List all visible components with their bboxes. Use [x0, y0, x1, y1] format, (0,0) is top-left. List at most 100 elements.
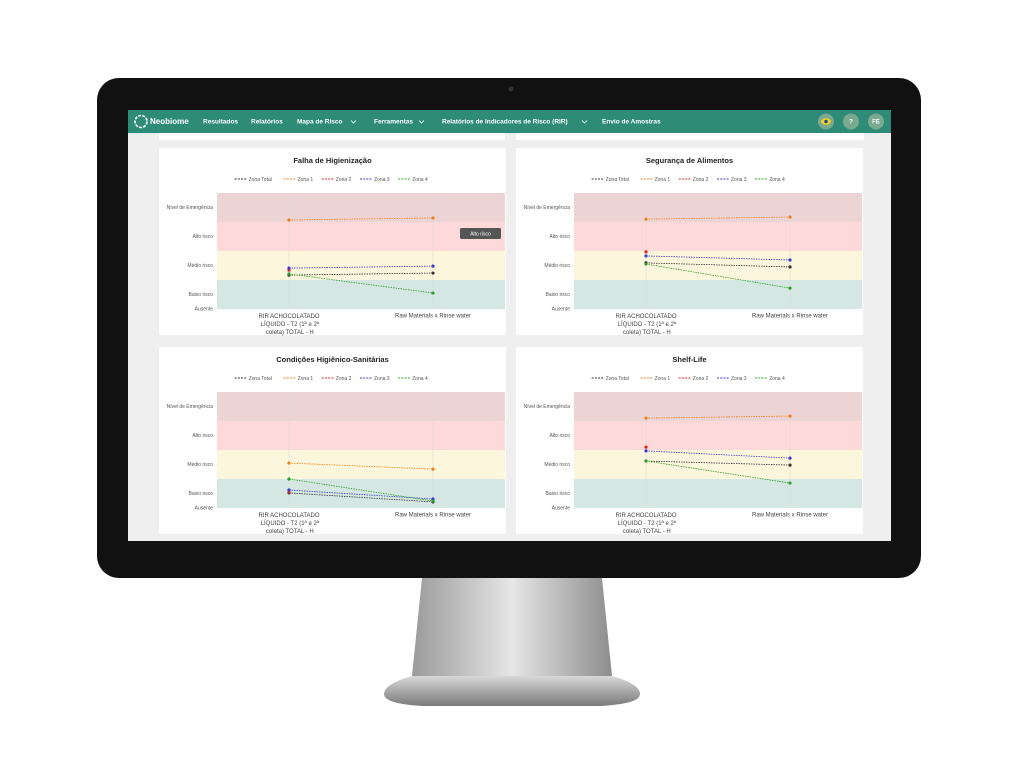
y-tick-label: Alto risco: [549, 234, 570, 240]
risk-band: [217, 193, 505, 222]
chevron: [350, 120, 357, 124]
nav-item[interactable]: Relatórios: [251, 119, 283, 126]
x-tick-label: RIR ACHOCOLATADO LÍQUIDO - T2 (1ª e 2ª c…: [258, 513, 319, 535]
x-tick-label: Raw Materials x Rinse water: [752, 314, 828, 320]
legend-label: Zona 2: [336, 177, 352, 183]
y-tick-label: Alto risco: [192, 234, 213, 240]
tooltip: [460, 228, 501, 239]
series-line: [645, 262, 791, 268]
chevron: [581, 120, 588, 124]
legend-label: Zona 3: [374, 177, 390, 183]
series-line: [645, 450, 791, 459]
nav-item[interactable]: Relatórios de Indicadores de Risco (RIR): [442, 119, 568, 126]
data-point: [431, 291, 435, 295]
nav-item[interactable]: Mapa de Risco: [297, 119, 343, 126]
card-remnant: [516, 133, 864, 140]
y-tick-label: Médio risco: [187, 462, 213, 468]
chart-card: Segurança de Alimentos Zona Total Zona 1 Zo…: [516, 148, 863, 336]
chart-title: Condições Higiênico-Sanitárias: [276, 355, 389, 364]
legend-label: Zona 3: [731, 177, 747, 183]
data-point: [788, 215, 792, 219]
legend-label: Zona 4: [769, 177, 785, 183]
data-point: [644, 217, 648, 221]
camera: [508, 86, 514, 92]
data-point: [287, 488, 291, 492]
y-tick-label: Ausente: [195, 306, 214, 312]
risk-band: [217, 479, 505, 508]
nav-item[interactable]: Ferramentas: [374, 119, 413, 126]
series-line: [645, 263, 791, 289]
x-tick-label: Raw Materials x Rinse water: [395, 314, 471, 320]
y-tick-label: Baixo risco: [189, 292, 214, 298]
risk-band: [574, 251, 862, 280]
legend-label: Zona Total: [249, 376, 272, 382]
risk-band: [574, 222, 862, 251]
x-tick-label: RIR ACHOCOLATADO LÍQUIDO - T2 (1ª e 2ª c…: [615, 314, 676, 336]
y-tick-label: Médio risco: [187, 263, 213, 269]
nav-item[interactable]: Envio de Amostras: [602, 119, 661, 126]
legend-label: Zona 1: [298, 177, 314, 183]
user-initials[interactable]: FE: [872, 120, 880, 126]
screen: Neobiome Resultados Relatórios Mapa de R…: [128, 110, 891, 541]
series-line: [288, 273, 434, 294]
series-line: [288, 492, 434, 503]
legend-label: Zona Total: [606, 376, 629, 382]
data-point: [431, 264, 435, 268]
risk-band: [574, 450, 862, 479]
risk-band: [217, 450, 505, 479]
legend-label: Zona 1: [298, 376, 314, 382]
help-button[interactable]: [843, 113, 859, 130]
risk-band: [574, 479, 862, 508]
legend-label: Zona 4: [412, 376, 428, 382]
monitor-stand: [412, 578, 612, 676]
series-line: [645, 216, 791, 220]
data-point: [644, 459, 648, 463]
risk-band: [217, 251, 505, 280]
x-tick-label: RIR ACHOCOLATADO LÍQUIDO - T2 (1ª e 2ª c…: [258, 314, 319, 336]
help-label[interactable]: ?: [849, 119, 853, 126]
tooltip-label: Alto risco: [470, 231, 491, 237]
data-point: [644, 250, 648, 254]
legend-label: Zona Total: [249, 177, 272, 183]
data-point: [788, 414, 792, 418]
y-tick-label: Nível de Emergência: [524, 205, 571, 211]
risk-band: [217, 421, 505, 450]
chart-card: Condições Higiênico-Sanitárias Zona Total…: [159, 347, 506, 535]
brand[interactable]: Neobiome: [150, 117, 189, 126]
data-point: [287, 218, 291, 222]
y-tick-label: Baixo risco: [546, 491, 571, 497]
risk-band: [217, 222, 505, 251]
data-point: [287, 477, 291, 481]
series-line: [288, 478, 434, 502]
chart-title: Falha de Higienização: [293, 156, 372, 165]
chart-title: Segurança de Alimentos: [646, 156, 733, 165]
brand-logo: [134, 114, 148, 129]
chart-grid: Falha de Higienização Zona Total Zona 1 Zon…: [159, 148, 863, 535]
data-point: [788, 456, 792, 460]
user-button[interactable]: [868, 113, 884, 130]
data-point: [287, 266, 291, 270]
series-line: [645, 460, 791, 484]
y-tick-label: Baixo risco: [189, 491, 214, 497]
nav-item[interactable]: Resultados: [203, 119, 238, 126]
data-point: [431, 271, 435, 275]
risk-band: [574, 421, 862, 450]
y-tick-label: Nível de Emergência: [167, 205, 214, 211]
series-line: [288, 265, 434, 269]
data-point: [644, 449, 648, 453]
chart-card: Falha de Higienização Zona Total Zona 1 Zon…: [159, 148, 506, 336]
x-tick-label: Raw Materials x Rinse water: [752, 513, 828, 519]
risk-band: [574, 193, 862, 222]
legend-label: Zona 2: [693, 376, 709, 382]
legend-label: Zona 2: [693, 177, 709, 183]
y-tick-label: Alto risco: [549, 433, 570, 439]
y-tick-label: Nível de Emergência: [167, 404, 214, 410]
y-tick-label: Ausente: [195, 505, 214, 511]
data-point: [788, 463, 792, 467]
legend-label: Zona Total: [606, 177, 629, 183]
data-point: [431, 499, 435, 503]
data-point: [431, 467, 435, 471]
data-point: [788, 286, 792, 290]
data-point: [644, 254, 648, 258]
